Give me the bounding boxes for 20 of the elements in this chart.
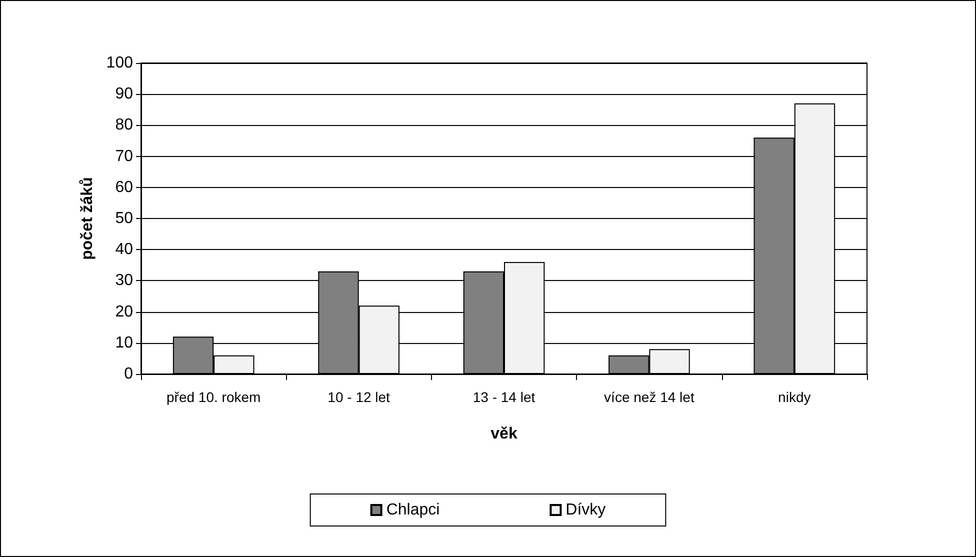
x-axis-title: věk bbox=[490, 426, 518, 442]
y-tick-label: 30 bbox=[115, 272, 134, 290]
x-tick-label: více než 14 let bbox=[604, 389, 694, 405]
y-tick-label: 70 bbox=[115, 148, 134, 165]
x-tick-label: před 10. rokem bbox=[166, 389, 261, 405]
y-tick-label: 50 bbox=[115, 210, 134, 227]
y-tick-label: 10 bbox=[115, 334, 134, 352]
y-tick-label: 90 bbox=[115, 86, 134, 103]
legend-label: Chlapci bbox=[386, 502, 440, 518]
y-tick-label: 80 bbox=[115, 116, 134, 134]
y-tick-label: 20 bbox=[115, 303, 134, 320]
y-tick-label: 100 bbox=[106, 54, 134, 72]
y-tick-label: 0 bbox=[124, 366, 134, 382]
y-tick-label: 60 bbox=[115, 178, 134, 196]
y-axis-title: počet žáků bbox=[78, 177, 96, 260]
x-tick-label: nikdy bbox=[778, 389, 811, 405]
legend-label: Dívky bbox=[566, 502, 606, 518]
x-tick-label: 10 - 12 let bbox=[328, 389, 390, 405]
y-tick-label: 40 bbox=[115, 241, 134, 258]
x-tick-label: 13 - 14 let bbox=[472, 389, 536, 405]
